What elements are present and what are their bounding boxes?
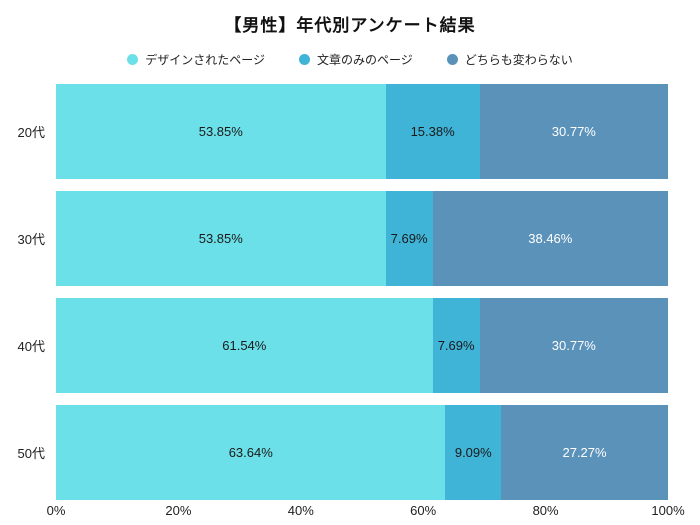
x-tick-label: 0% (46, 503, 66, 518)
segment-value-label: 27.27% (562, 445, 607, 460)
legend-dot-icon (446, 54, 458, 65)
legend-dot-icon (127, 54, 139, 65)
segment-value-label: 53.85% (198, 231, 243, 246)
bar-segment: 7.69% (385, 191, 433, 286)
segment-value-label: 63.64% (228, 445, 273, 460)
bar-segment: 27.27% (501, 405, 668, 500)
bar-segment: 61.54% (56, 298, 433, 393)
bar-segment: 7.69% (432, 298, 480, 393)
plot-area: 20代 53.85% 15.38% 30.77% 30代 53.85% 7.69% 38.46… (18, 84, 668, 500)
bar-segment: 15.38% (385, 84, 480, 179)
legend-item: デザインされたページ (127, 51, 265, 68)
segment-value-label: 30.77% (551, 338, 596, 353)
bar-segment: 30.77% (479, 298, 668, 393)
x-tick-label: 40% (287, 503, 314, 518)
bar-segment: 53.85% (56, 191, 386, 286)
segment-value-label: 9.09% (454, 445, 492, 460)
bar-segment: 53.85% (56, 84, 386, 179)
y-axis-label: 50代 (17, 446, 45, 461)
bar-row: 50代 63.64% 9.09% 27.27% (18, 405, 668, 500)
segment-value-label: 61.54% (222, 338, 267, 353)
bar-row: 20代 53.85% 15.38% 30.77% (18, 84, 668, 179)
segment-value-label: 38.46% (528, 231, 573, 246)
bar-segment: 30.77% (479, 84, 668, 179)
bar-segment: 63.64% (56, 405, 446, 500)
legend-label: 文章のみのページ (316, 53, 413, 67)
bar-row: 30代 53.85% 7.69% 38.46% (18, 191, 668, 286)
x-axis: 0% 20% 40% 60% 80% 100% (47, 503, 685, 521)
x-tick-label: 100% (651, 503, 685, 518)
x-tick-label: 60% (410, 503, 437, 518)
segment-value-label: 53.85% (198, 124, 243, 139)
bar-segment: 38.46% (432, 191, 668, 286)
legend-item: どちらも変わらない (446, 51, 573, 68)
chart-legend: デザインされたページ 文章のみのページ どちらも変わらない (0, 51, 700, 68)
segment-value-label: 15.38% (410, 124, 455, 139)
segment-value-label: 7.69% (437, 338, 475, 353)
legend-dot-icon (298, 54, 310, 65)
y-axis-label: 30代 (17, 232, 45, 247)
bar-segment: 9.09% (445, 405, 502, 500)
x-tick-label: 20% (165, 503, 192, 518)
legend-label: デザインされたページ (145, 53, 265, 67)
chart-title: 【男性】年代別アンケート結果 (224, 16, 476, 35)
legend-item: 文章のみのページ (298, 51, 413, 68)
segment-value-label: 30.77% (551, 124, 596, 139)
bar-row: 40代 61.54% 7.69% 30.77% (18, 298, 668, 393)
y-axis-label: 20代 (17, 125, 45, 140)
x-tick-label: 80% (532, 503, 559, 518)
segment-value-label: 7.69% (390, 231, 428, 246)
legend-label: どちらも変わらない (464, 53, 573, 67)
y-axis-label: 40代 (17, 339, 45, 354)
